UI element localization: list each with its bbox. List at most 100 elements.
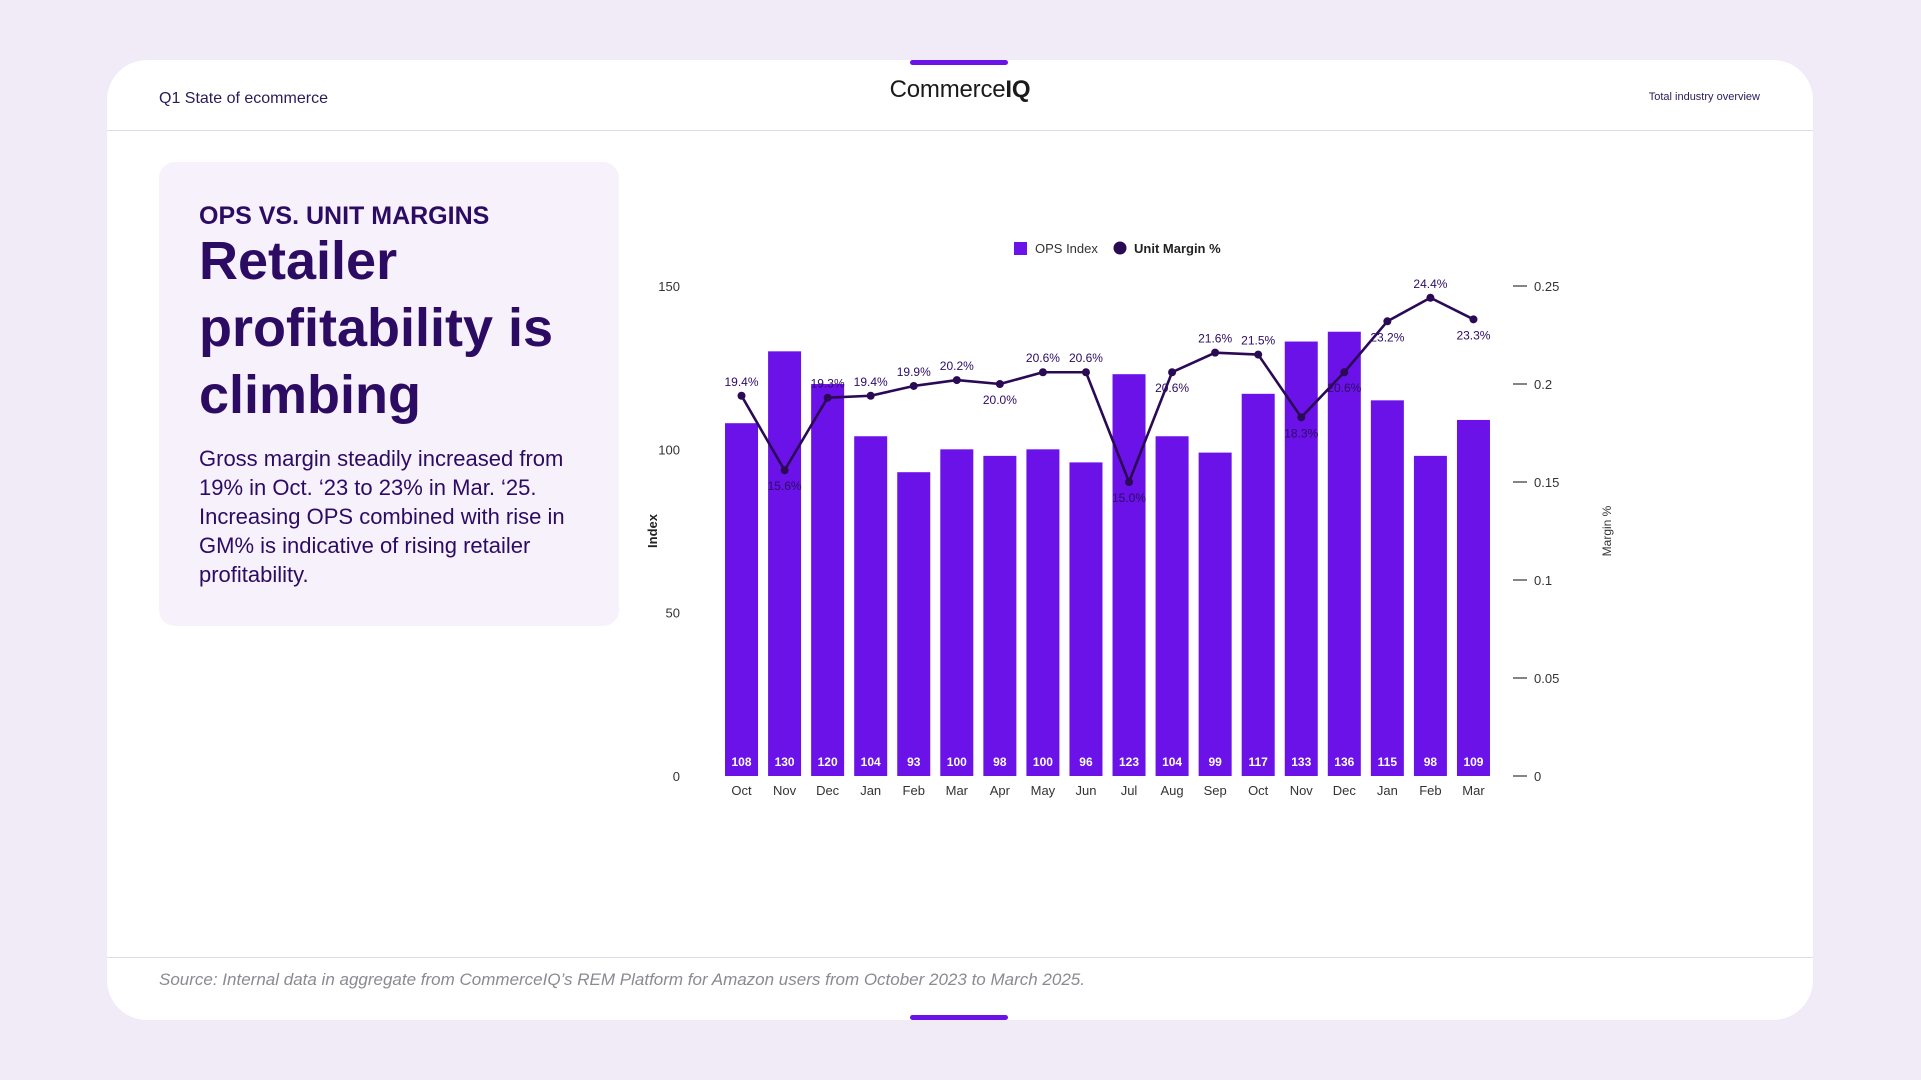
margin-point (1426, 293, 1435, 302)
bar (983, 455, 1017, 776)
y-tick-label: 100 (658, 442, 680, 457)
bar (1026, 449, 1060, 776)
margin-line (740, 296, 1475, 484)
bar (1155, 436, 1189, 776)
y2-tick-label: 0.05 (1534, 671, 1559, 686)
margin-value-label: 19.4% (854, 375, 888, 389)
panel-headline: Retailer profitability is climbing (199, 231, 554, 425)
y2-tick-label: 0.2 (1534, 377, 1552, 392)
legend-line-swatch (1113, 241, 1127, 255)
margin-value-label: 15.0% (1112, 491, 1146, 505)
y2-axis-label: Margin % (1600, 505, 1614, 556)
x-tick-label: Mar (1462, 783, 1485, 798)
footer-divider (107, 957, 1813, 958)
x-tick-label: Nov (773, 783, 797, 798)
x-tick-label: Mar (946, 783, 969, 798)
legend-bar-label: OPS Index (1035, 241, 1098, 256)
bottom-tab-indicator (910, 1015, 1008, 1020)
bar (1327, 331, 1361, 776)
x-tick-label: Nov (1290, 783, 1314, 798)
x-tick-label: Dec (816, 783, 840, 798)
margin-point (1383, 317, 1392, 326)
legend-bar-swatch (1014, 242, 1027, 255)
margin-value-label: 15.6% (768, 479, 802, 493)
margin-value-label: 24.4% (1413, 277, 1447, 291)
x-tick-label: Jan (860, 783, 881, 798)
y-tick-label: 0 (673, 769, 680, 784)
bar-value-label: 108 (732, 755, 752, 769)
summary-panel: OPS VS. UNIT MARGINS Retailer profitabil… (159, 162, 619, 626)
margin-point (1340, 368, 1349, 377)
margin-value-label: 20.6% (1026, 351, 1060, 365)
x-tick-label: Jun (1075, 783, 1096, 798)
bar (725, 423, 759, 776)
y2-tick-label: 0.25 (1534, 279, 1559, 294)
margin-value-label: 20.6% (1327, 381, 1361, 395)
bar (940, 449, 974, 776)
x-tick-label: Oct (1248, 783, 1269, 798)
bar (1456, 419, 1490, 776)
bar-value-label: 115 (1378, 755, 1398, 769)
margin-point (1125, 478, 1134, 486)
bar-value-label: 117 (1249, 755, 1269, 769)
bar (768, 351, 802, 776)
x-tick-label: Jul (1121, 783, 1138, 798)
slide-card: Q1 State of ecommerce CommerceIQ Total i… (107, 60, 1813, 1020)
bar (1370, 400, 1404, 776)
margin-point (737, 391, 746, 400)
x-tick-label: Feb (903, 783, 925, 798)
margin-value-label: 19.3% (811, 377, 845, 391)
brand-text: Commerce (889, 76, 1006, 103)
margin-value-label: 18.3% (1284, 426, 1318, 440)
bar-value-label: 100 (1033, 755, 1053, 769)
panel-kicker: OPS VS. UNIT MARGINS (199, 202, 490, 230)
x-tick-label: Jan (1377, 783, 1398, 798)
bar-value-label: 133 (1291, 755, 1311, 769)
bar-value-label: 96 (1079, 755, 1093, 769)
y-tick-label: 150 (658, 279, 680, 294)
margin-value-label: 20.6% (1155, 381, 1189, 395)
margin-point (1254, 350, 1263, 359)
margin-value-label: 21.6% (1198, 332, 1232, 346)
bar-value-label: 104 (1162, 755, 1182, 769)
bar-value-label: 136 (1334, 755, 1354, 769)
margin-point (1469, 315, 1478, 324)
y2-tick-label: 0 (1534, 769, 1541, 784)
x-tick-label: May (1031, 783, 1056, 798)
bar-value-label: 123 (1119, 755, 1139, 769)
bar (1413, 455, 1447, 776)
header: Q1 State of ecommerce CommerceIQ Total i… (107, 60, 1813, 131)
margin-point (1297, 413, 1306, 422)
margin-point (823, 393, 832, 402)
margin-value-label: 23.3% (1456, 328, 1490, 342)
ops-margin-chart: 0 50 100 150 Index 0 0.05 0.1 0.15 0.2 0.25 Margin … (645, 241, 1614, 798)
margin-value-label: 23.2% (1370, 330, 1404, 344)
margin-point (866, 391, 875, 400)
bar (897, 472, 931, 776)
bar-value-label: 98 (1424, 755, 1438, 769)
bar-value-label: 130 (775, 755, 795, 769)
margin-point (1081, 368, 1090, 377)
margin-point (780, 466, 789, 475)
panel-body: Gross margin steadily increased from 19%… (199, 446, 565, 587)
report-title: Q1 State of ecommerce (159, 90, 328, 107)
bar-value-label: 120 (818, 755, 838, 769)
margin-point (952, 376, 961, 385)
margin-value-label: 20.0% (983, 393, 1017, 407)
y2-tick-label: 0.15 (1534, 475, 1559, 490)
bar-value-label: 100 (947, 755, 967, 769)
x-tick-label: Dec (1333, 783, 1357, 798)
x-tick-label: Oct (731, 783, 752, 798)
source-note: Source: Internal data in aggregate from … (159, 970, 1085, 989)
margin-point (1168, 368, 1177, 377)
bar (854, 436, 888, 776)
x-tick-label: Feb (1419, 783, 1441, 798)
bar (811, 384, 845, 776)
legend-line-label: Unit Margin % (1134, 241, 1221, 256)
bar-value-label: 104 (861, 755, 881, 769)
margin-value-label: 19.9% (897, 365, 931, 379)
margin-point (1038, 368, 1047, 377)
brand-logo: CommerceIQ (107, 76, 1813, 104)
bar-value-label: 98 (993, 755, 1007, 769)
margin-point (1211, 348, 1220, 357)
